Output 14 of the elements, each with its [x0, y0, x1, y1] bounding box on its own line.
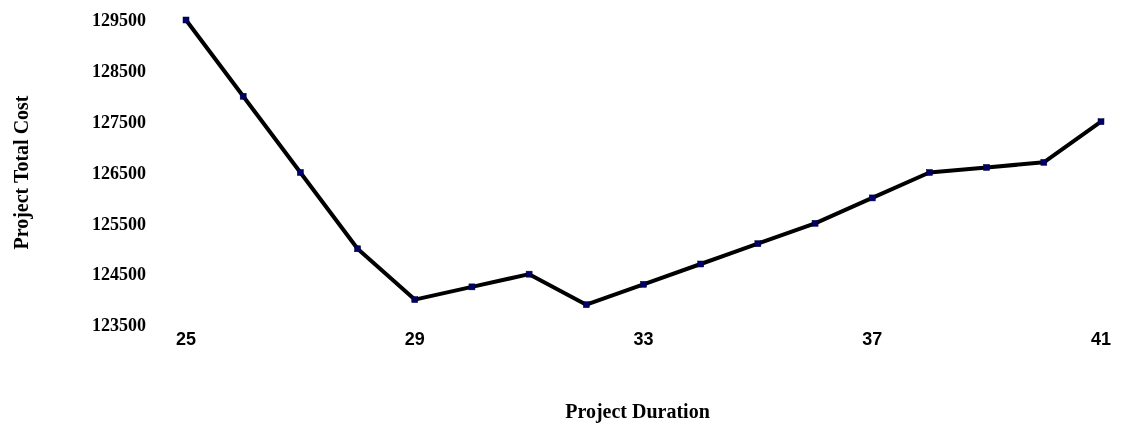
y-tick-label: 128500: [92, 61, 146, 82]
x-tick-label: 25: [175, 329, 197, 349]
y-tick-label: 125500: [92, 213, 146, 234]
x-tick-label: 41: [1090, 329, 1112, 349]
y-tick-label: 126500: [92, 162, 146, 183]
x-tick-label: 37: [862, 329, 883, 349]
y-tick-label: 127500: [92, 111, 146, 132]
y-axis-title: Project Total Cost: [10, 95, 33, 250]
y-tick-label: 123500: [92, 315, 146, 336]
x-axis-title: Project Duration: [565, 400, 710, 423]
y-tick-label: 129500: [92, 10, 146, 31]
x-tick-label: 33: [633, 329, 654, 349]
x-tick-label: 29: [404, 329, 425, 349]
y-tick-label: 124500: [92, 264, 146, 285]
